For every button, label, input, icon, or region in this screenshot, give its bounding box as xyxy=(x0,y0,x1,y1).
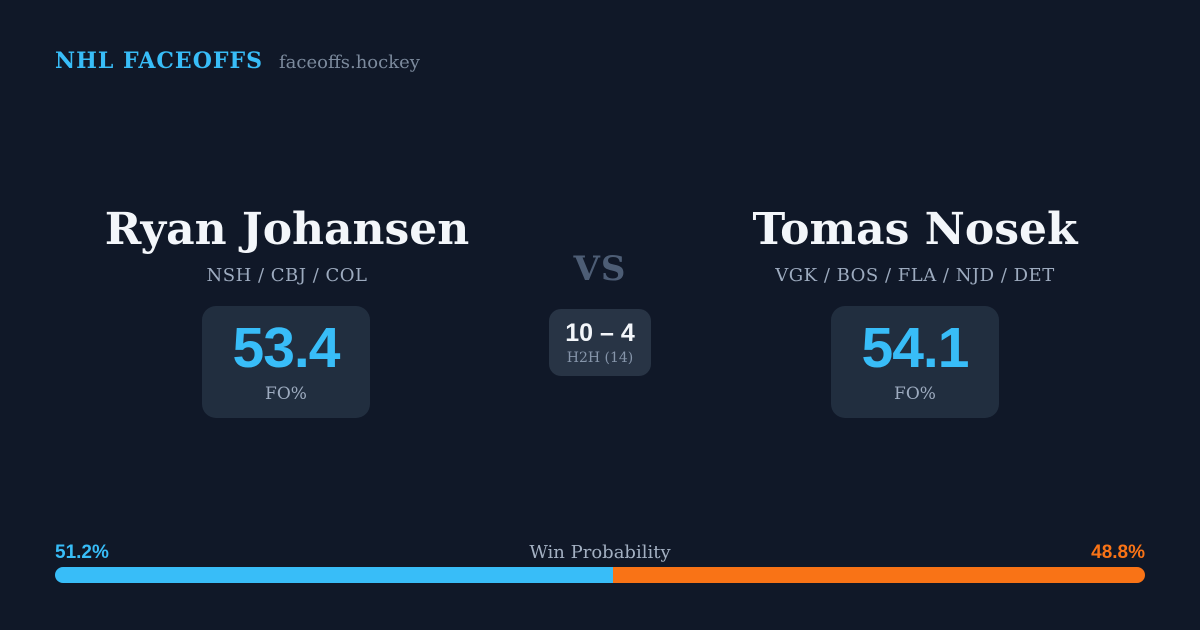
player-left-stat-label: FO% xyxy=(265,384,307,404)
player-left-name: Ryan Johansen xyxy=(104,204,470,255)
header: NHL FACEOFFS faceoffs.hockey xyxy=(55,48,420,74)
win-probability-left-pct: 51.2% xyxy=(55,542,109,563)
win-probability-labels: 51.2% Win Probability 48.8% xyxy=(55,542,1145,563)
player-right-stat-label: FO% xyxy=(894,384,936,404)
player-right-teams: VGK / BOS / FLA / NJD / DET xyxy=(775,265,1055,286)
h2h-card: 10 – 4 H2H (14) xyxy=(549,309,651,376)
vs-label: VS xyxy=(573,249,627,289)
win-probability-bar-right-segment xyxy=(613,567,1145,583)
win-probability-title: Win Probability xyxy=(529,542,671,563)
player-left-stat-card: 53.4 FO% xyxy=(202,306,370,418)
player-left-stat-value: 53.4 xyxy=(232,316,341,380)
brand-domain: faceoffs.hockey xyxy=(279,52,420,73)
player-left-column: Ryan Johansen NSH / CBJ / COL xyxy=(56,204,518,287)
player-right-stat-value: 54.1 xyxy=(861,316,970,380)
player-right-stat-card: 54.1 FO% xyxy=(831,306,999,418)
win-probability-bar-left-segment xyxy=(55,567,614,583)
player-right-column: Tomas Nosek VGK / BOS / FLA / NJD / DET xyxy=(684,204,1146,287)
win-probability-bar xyxy=(55,567,1145,583)
h2h-sample-size: H2H (14) xyxy=(566,349,634,366)
h2h-score: 10 – 4 xyxy=(565,318,635,347)
player-right-name: Tomas Nosek xyxy=(752,204,1078,255)
player-left-teams: NSH / CBJ / COL xyxy=(206,265,368,286)
win-probability-right-pct: 48.8% xyxy=(1091,542,1145,563)
brand-title: NHL FACEOFFS xyxy=(55,48,263,74)
